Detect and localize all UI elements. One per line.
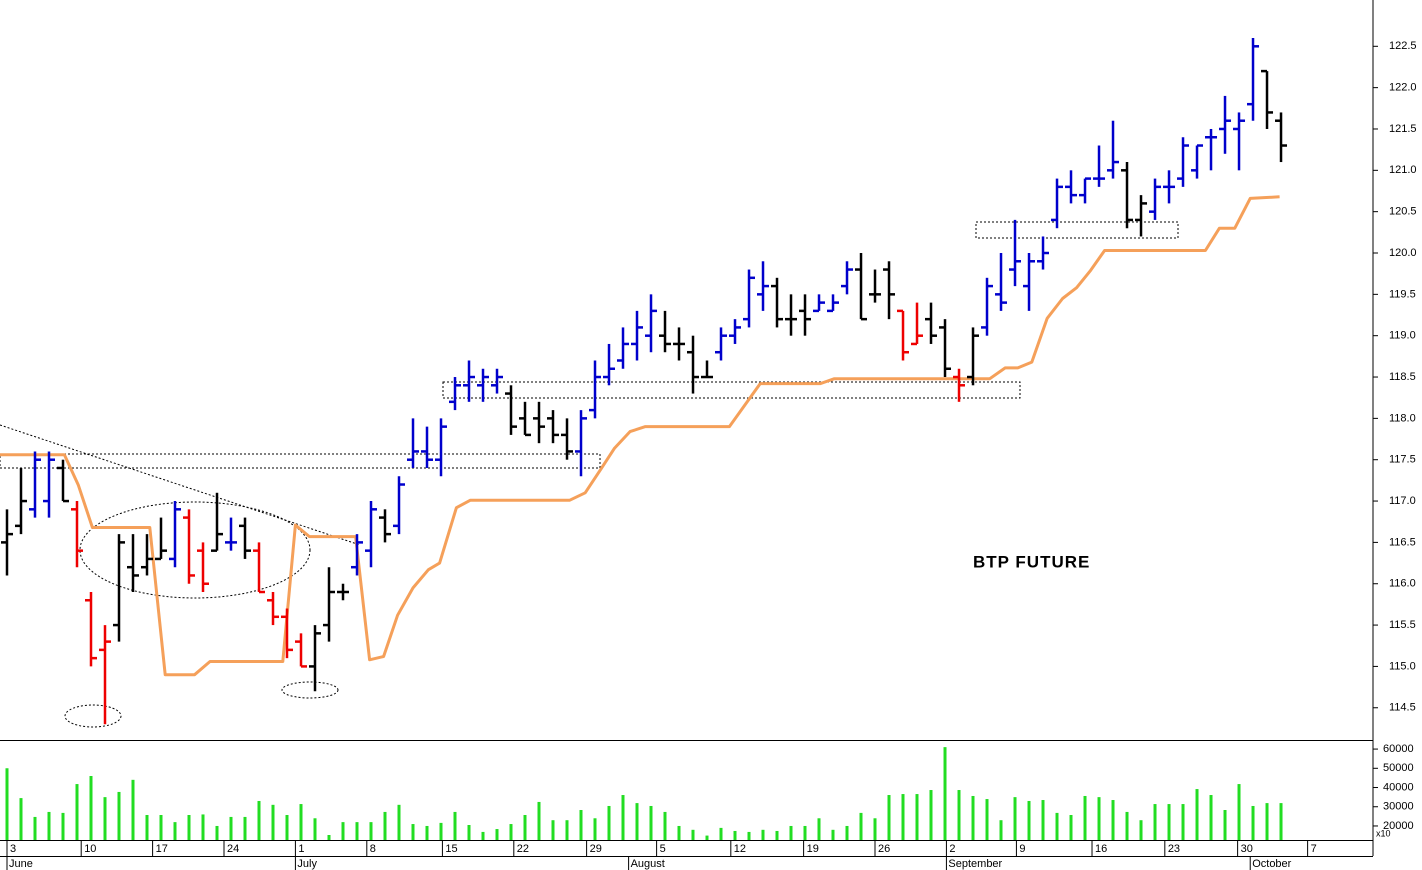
x-tick-label: 7: [1311, 843, 1317, 855]
y-tick-label: 121.0: [1389, 164, 1417, 176]
y-tick-label: 121.5: [1389, 123, 1417, 135]
x-tick-label: 30: [1241, 843, 1253, 855]
x-tick-label: 5: [660, 843, 666, 855]
x-tick-label: 22: [517, 843, 529, 855]
x-tick-label: 8: [370, 843, 376, 855]
y-tick-label: 119.0: [1389, 330, 1416, 342]
y-tick-label: 118.0: [1389, 412, 1416, 424]
volume-tick-label: 60000: [1383, 743, 1414, 755]
x-tick-label: 29: [590, 843, 602, 855]
range-box: [0, 453, 601, 469]
y-tick-label: 120.0: [1389, 247, 1417, 259]
stop-line: [0, 195, 1280, 677]
y-tick-label: 116.5: [1389, 536, 1416, 548]
month-label: August: [631, 858, 665, 870]
y-tick-label: 114.5: [1389, 702, 1416, 714]
x-tick-label: 19: [807, 843, 819, 855]
volume-unit-label: x10: [1376, 828, 1391, 838]
volume-tick-label: 40000: [1383, 781, 1414, 793]
x-tick-label: 26: [878, 843, 890, 855]
y-tick-label: 115.5: [1389, 619, 1416, 631]
volume-tick-label: 20000: [1383, 820, 1414, 832]
trend-line: [0, 424, 361, 546]
highlight-ellipse: [79, 501, 311, 599]
month-label: June: [9, 858, 33, 870]
x-tick-label: 10: [84, 843, 96, 855]
x-tick-label: 2: [949, 843, 955, 855]
y-tick-label: 117.0: [1389, 495, 1416, 507]
y-tick-label: 117.5: [1389, 454, 1416, 466]
x-tick-label: 17: [156, 843, 168, 855]
highlight-ellipse: [281, 681, 339, 699]
frame: [0, 0, 1374, 857]
month-label: July: [297, 858, 317, 870]
x-tick-label: 23: [1168, 843, 1180, 855]
x-tick-label: 9: [1019, 843, 1025, 855]
x-tick-label: 1: [298, 843, 304, 855]
highlight-ellipse: [64, 704, 122, 728]
drawings: [0, 221, 1179, 728]
annotation: BTP FUTURE: [973, 552, 1090, 571]
x-tick-label: 15: [445, 843, 457, 855]
x-tick-label: 24: [227, 843, 239, 855]
y-tick-label: 116.0: [1389, 578, 1416, 590]
month-label: October: [1252, 858, 1291, 870]
range-box: [975, 221, 1179, 239]
range-box: [442, 381, 1021, 399]
x-tick-label: 16: [1095, 843, 1107, 855]
x-tick-label: 12: [734, 843, 746, 855]
y-tick-label: 115.0: [1389, 660, 1416, 672]
y-tick-label: 122.5: [1389, 40, 1417, 52]
y-tick-label: 122.0: [1389, 82, 1417, 94]
y-tick-label: 120.5: [1389, 206, 1417, 218]
volume-tick-label: 50000: [1383, 762, 1414, 774]
x-tick-label: 3: [10, 843, 16, 855]
y-tick-label: 118.5: [1389, 371, 1416, 383]
y-tick-label: 119.5: [1389, 288, 1416, 300]
volume-tick-label: 30000: [1383, 801, 1414, 813]
month-label: September: [948, 858, 1002, 870]
